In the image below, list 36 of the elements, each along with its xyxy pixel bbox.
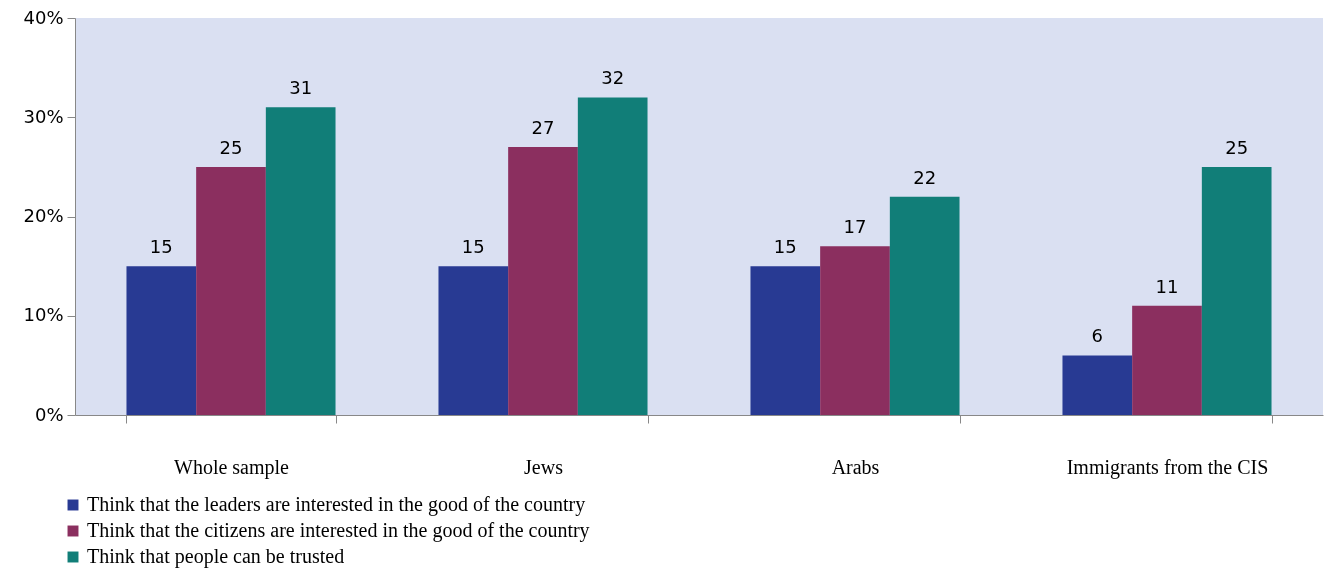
data-label: 17 xyxy=(843,216,867,238)
bar xyxy=(126,266,197,415)
data-label: 25 xyxy=(1225,136,1249,158)
x-tick-label: Arabs xyxy=(831,455,880,478)
bar xyxy=(1201,166,1272,415)
y-tick-label: 10% xyxy=(23,304,64,326)
y-tick-label: 0% xyxy=(34,403,64,425)
y-tick-label: 30% xyxy=(23,105,64,127)
x-tick-label: Immigrants from the CIS xyxy=(1066,455,1269,479)
data-label: 6 xyxy=(1091,325,1104,347)
data-label: 32 xyxy=(601,67,625,89)
legend-label: Think that the citizens are interested in the good of the country xyxy=(87,519,590,542)
data-label: 15 xyxy=(149,236,173,258)
bar xyxy=(508,147,578,415)
bar xyxy=(196,166,266,415)
bar xyxy=(820,246,890,415)
x-tick-label: Whole sample xyxy=(174,455,290,479)
y-tick-label: 40% xyxy=(23,6,64,28)
data-label: 27 xyxy=(531,117,555,139)
bar xyxy=(438,266,509,415)
data-label: 15 xyxy=(773,236,797,258)
x-tick-label: Jews xyxy=(524,455,564,478)
bar xyxy=(1062,355,1133,415)
data-label: 15 xyxy=(461,236,485,258)
data-label: 11 xyxy=(1155,275,1179,297)
data-label: 22 xyxy=(913,166,937,188)
bar xyxy=(265,107,336,415)
bar xyxy=(577,97,648,415)
bar xyxy=(1132,305,1202,415)
bar xyxy=(889,196,960,415)
bar xyxy=(750,266,821,415)
legend-label: Think that people can be trusted xyxy=(87,545,345,568)
data-label: 31 xyxy=(289,77,313,99)
legend-label: Think that the leaders are interested in the good of the country xyxy=(87,493,586,516)
y-tick-label: 20% xyxy=(23,205,64,226)
data-label: 25 xyxy=(219,136,243,158)
